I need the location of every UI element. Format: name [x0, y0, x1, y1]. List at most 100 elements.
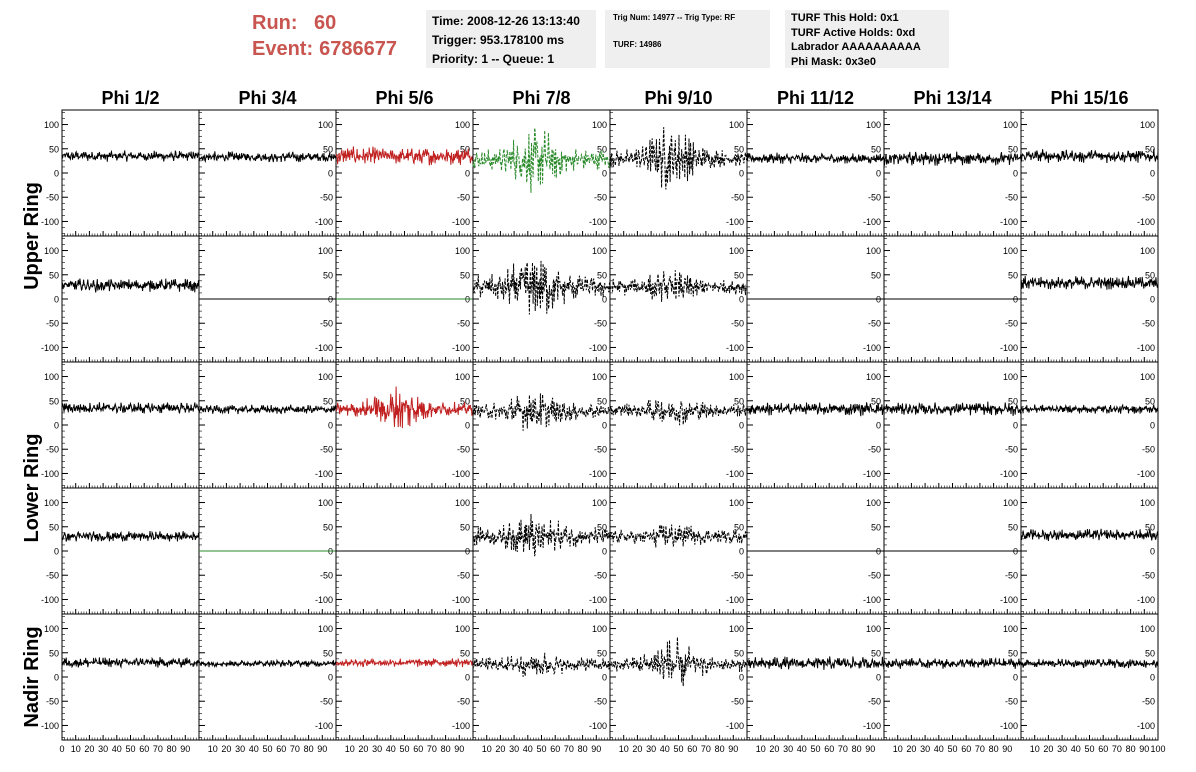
y-tick-label: 100 — [44, 120, 59, 130]
x-tick-label: 10 — [482, 744, 492, 754]
y-tick-label: 0 — [602, 547, 607, 557]
y-tick-label: -100 — [726, 595, 744, 605]
y-tick-label: 50 — [597, 648, 607, 658]
run-label: Run: — [252, 12, 298, 34]
panel-frame — [61, 487, 200, 615]
event-value: 6786677 — [319, 38, 397, 60]
y-tick-label: 0 — [54, 295, 59, 305]
y-tick-label: -100 — [863, 595, 881, 605]
run-event-box: Run: 60 Event: 6786677 — [252, 10, 422, 66]
x-tick-label: 30 — [509, 744, 519, 754]
y-tick-label: 50 — [1145, 396, 1155, 406]
x-tick-label: 60 — [550, 744, 560, 754]
panel-frame — [61, 235, 200, 363]
waveform-trace — [1020, 658, 1159, 669]
waveform-trace — [61, 149, 200, 162]
y-tick-label: 0 — [54, 169, 59, 179]
waveform-trace — [1020, 148, 1159, 164]
y-tick-label: 0 — [876, 673, 881, 683]
y-tick-label: 0 — [465, 169, 470, 179]
y-tick-label: -50 — [1142, 445, 1155, 455]
y-tick-label: -100 — [1137, 343, 1155, 353]
y-tick-label: -50 — [594, 571, 607, 581]
y-tick-label: -50 — [868, 445, 881, 455]
x-tick-label: 80 — [578, 744, 588, 754]
x-tick-label: 50 — [947, 744, 957, 754]
y-tick-label: 50 — [460, 396, 470, 406]
y-tick-label: 0 — [602, 169, 607, 179]
y-tick-label: 100 — [592, 246, 607, 256]
trig-num-text: Trig Num: 14977 -- Trig Type: RF — [613, 13, 736, 22]
y-tick-label: 100 — [455, 624, 470, 634]
y-tick-label: -50 — [46, 193, 59, 203]
x-tick-label: 70 — [838, 744, 848, 754]
y-tick-label: 0 — [328, 421, 333, 431]
turf-hold-text: TURF This Hold: 0x1 — [791, 12, 899, 24]
y-tick-label: 50 — [871, 144, 881, 154]
x-tick-label: 80 — [715, 744, 725, 754]
x-tick-label: 80 — [852, 744, 862, 754]
y-tick-label: -100 — [726, 343, 744, 353]
y-tick-label: 50 — [49, 648, 59, 658]
y-tick-label: 100 — [866, 120, 881, 130]
y-tick-label: -100 — [452, 469, 470, 479]
trig-info-panel: Trig Num: 14977 -- Trig Type: RF TURF: 1… — [605, 10, 770, 68]
y-tick-label: 50 — [1008, 648, 1018, 658]
x-tick-label: 70 — [290, 744, 300, 754]
x-tick-label: 90 — [1139, 744, 1149, 754]
x-tick-label: 90 — [1002, 744, 1012, 754]
y-tick-label: -100 — [315, 217, 333, 227]
x-tick-label: 80 — [304, 744, 314, 754]
x-tick-label: 100 — [1150, 744, 1165, 754]
x-tick-label: 30 — [235, 744, 245, 754]
y-tick-label: 0 — [465, 421, 470, 431]
x-tick-label: 60 — [139, 744, 149, 754]
y-tick-label: -100 — [41, 721, 59, 731]
x-tick-label: 20 — [84, 744, 94, 754]
y-tick-label: -100 — [1137, 469, 1155, 479]
y-tick-label: 100 — [44, 498, 59, 508]
y-tick-label: 100 — [1140, 498, 1155, 508]
waveform-trace — [610, 637, 748, 687]
waveform-trace — [746, 152, 885, 165]
x-tick-label: 60 — [687, 744, 697, 754]
waveform-trace — [61, 530, 200, 542]
y-tick-label: 50 — [460, 144, 470, 154]
y-tick-label: -100 — [726, 721, 744, 731]
y-tick-label: 100 — [729, 246, 744, 256]
y-tick-label: 50 — [1145, 648, 1155, 658]
y-tick-label: -100 — [726, 217, 744, 227]
y-tick-label: 100 — [318, 624, 333, 634]
y-tick-label: -50 — [1142, 193, 1155, 203]
y-tick-label: 100 — [592, 372, 607, 382]
x-tick-label: 90 — [454, 744, 464, 754]
waveform-trace — [61, 278, 200, 293]
y-tick-label: 50 — [734, 522, 744, 532]
y-tick-label: -50 — [868, 319, 881, 329]
x-tick-label: 60 — [1098, 744, 1108, 754]
y-tick-label: 100 — [729, 120, 744, 130]
y-tick-label: -100 — [452, 217, 470, 227]
y-tick-label: -50 — [1142, 571, 1155, 581]
x-tick-label: 50 — [810, 744, 820, 754]
y-tick-label: 0 — [876, 421, 881, 431]
y-tick-label: 0 — [54, 421, 59, 431]
column-header: Phi 9/10 — [644, 88, 712, 108]
y-tick-label: 50 — [323, 270, 333, 280]
waveform-trace — [746, 402, 885, 417]
y-tick-label: 0 — [1013, 673, 1018, 683]
y-tick-label: -100 — [726, 469, 744, 479]
y-tick-label: -100 — [863, 721, 881, 731]
y-tick-label: 100 — [44, 372, 59, 382]
x-tick-label: 20 — [358, 744, 368, 754]
x-tick-label: 50 — [673, 744, 683, 754]
y-tick-label: 50 — [323, 144, 333, 154]
x-tick-label: 10 — [345, 744, 355, 754]
y-tick-label: 50 — [597, 396, 607, 406]
waveform-trace — [472, 127, 611, 193]
turf-info-panel: TURF This Hold: 0x1 TURF Active Holds: 0… — [785, 10, 949, 68]
waveform-trace — [609, 127, 748, 190]
y-tick-label: -50 — [1005, 319, 1018, 329]
x-tick-label: 40 — [523, 744, 533, 754]
y-tick-label: -100 — [589, 721, 607, 731]
